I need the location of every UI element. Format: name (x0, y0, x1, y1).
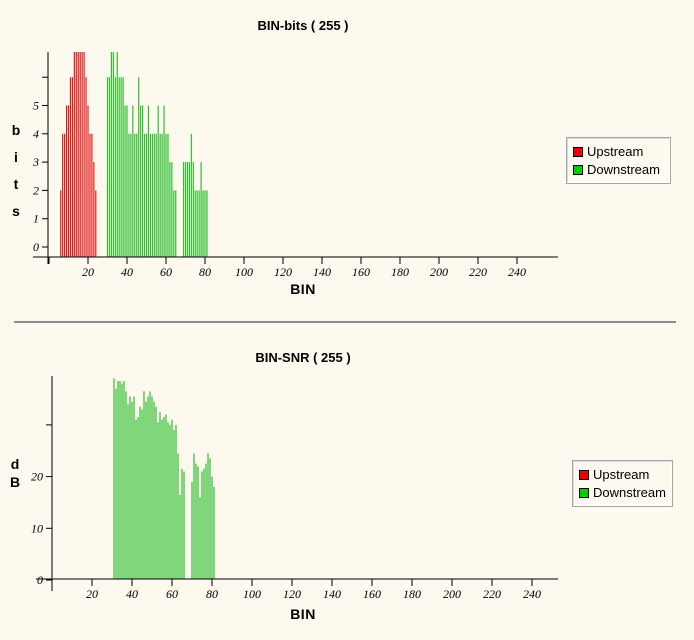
y-tick-label: 0 (37, 573, 43, 587)
bits-y-label-char: s (12, 203, 20, 219)
downstream-legend-label: Downstream (593, 485, 666, 500)
x-tick-label: 80 (206, 587, 218, 601)
y-tick-label: 3 (32, 155, 39, 169)
legend-item-upstream: Upstream (573, 144, 664, 159)
x-tick-label: 40 (126, 587, 138, 601)
x-tick-label: 140 (313, 265, 331, 279)
x-tick-label: 160 (363, 587, 381, 601)
upstream-legend-label: Upstream (587, 144, 644, 159)
x-tick-label: 120 (274, 265, 292, 279)
downstream-legend-label: Downstream (587, 162, 660, 177)
snr-x-axis-label: BIN (290, 606, 316, 622)
x-tick-label: 40 (121, 265, 133, 279)
y-tick-label: 1 (33, 212, 39, 226)
x-tick-label: 180 (403, 587, 421, 601)
y-tick-label: 0 (33, 240, 39, 254)
x-tick-label: 240 (523, 587, 541, 601)
x-tick-label: 220 (483, 587, 501, 601)
downstream-bars (113, 378, 215, 579)
x-tick-label: 60 (160, 265, 172, 279)
x-tick-label: 120 (283, 587, 301, 601)
bits-plot: 20 40 60 80 100 120 140 160 180 200 220 240 0 1 2 3 4 5 (32, 52, 558, 279)
legend-item-upstream: Upstream (579, 467, 666, 482)
bits-y-axis-label: b i t s (8, 117, 24, 225)
y-tick-label: 20 (31, 470, 43, 484)
bits-x-axis-label: BIN (290, 281, 316, 297)
snr-y-axis-label: d B (7, 455, 23, 491)
downstream-swatch-icon (573, 164, 583, 175)
x-tick-label: 80 (199, 265, 211, 279)
x-tick-label: 140 (323, 587, 341, 601)
legend-item-downstream: Downstream (579, 485, 666, 500)
x-tick-label: 20 (86, 587, 98, 601)
upstream-bars (60, 52, 97, 257)
downstream-swatch-icon (579, 487, 589, 498)
snr-chart-title: BIN-SNR ( 255 ) (255, 350, 351, 365)
x-tick-label: 160 (352, 265, 370, 279)
x-tick-label: 240 (508, 265, 526, 279)
x-tick-label: 60 (166, 587, 178, 601)
x-tick-label: 100 (243, 587, 261, 601)
upstream-swatch-icon (573, 146, 583, 157)
downstream-bars (106, 52, 208, 257)
snr-y-label-char: d (10, 456, 20, 472)
snr-legend: Upstream Downstream (572, 460, 673, 507)
x-tick-label: 100 (235, 265, 253, 279)
bits-y-label-char: i (14, 149, 18, 165)
chart-separator (14, 321, 676, 323)
bits-legend: Upstream Downstream (566, 137, 671, 184)
upstream-swatch-icon (579, 469, 589, 480)
x-tick-label: 220 (469, 265, 487, 279)
y-tick-label: 5 (33, 99, 39, 113)
x-tick-label: 200 (430, 265, 448, 279)
snr-y-label-char: B (9, 474, 21, 490)
bits-y-label-char: t (13, 176, 19, 192)
y-tick-label: 4 (33, 127, 39, 141)
upstream-legend-label: Upstream (593, 467, 650, 482)
bits-y-label-char: b (11, 122, 21, 138)
y-tick-label: 10 (31, 521, 43, 535)
x-tick-label: 200 (443, 587, 461, 601)
bits-chart-title: BIN-bits ( 255 ) (257, 18, 349, 33)
x-tick-label: 20 (82, 265, 94, 279)
legend-item-downstream: Downstream (573, 162, 664, 177)
x-tick-label: 180 (391, 265, 409, 279)
snr-plot: 20 40 60 80 100 120 140 160 180 200 220 240 0 10 20 (31, 376, 558, 601)
y-tick-label: 2 (33, 183, 39, 197)
